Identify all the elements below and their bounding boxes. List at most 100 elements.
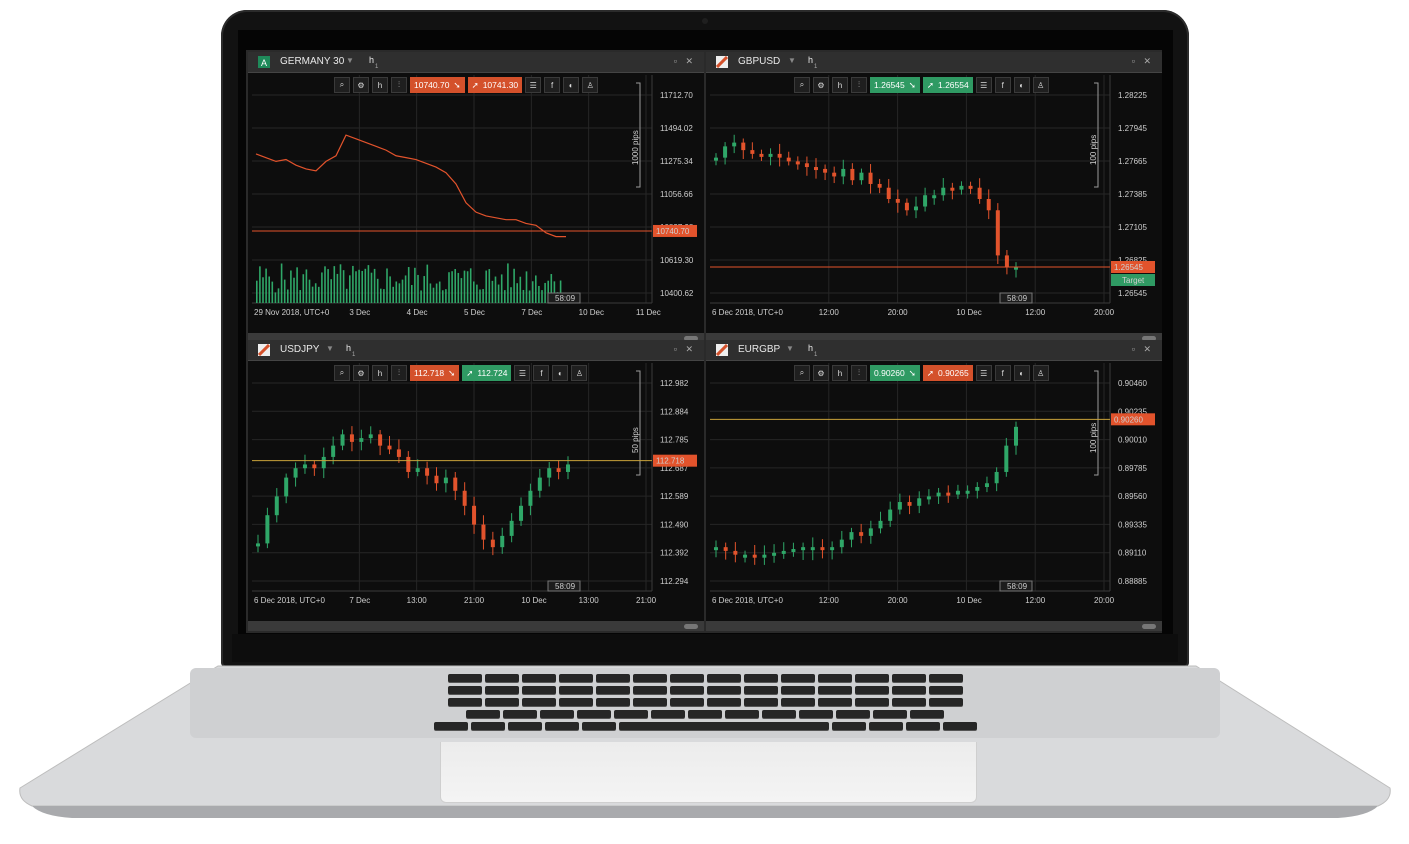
sentiment-icon[interactable]: ◐ (1013, 365, 1030, 381)
candle (566, 464, 570, 472)
key (942, 722, 977, 730)
key (581, 722, 616, 730)
volume-bar (259, 266, 261, 303)
horizontal-scrollbar[interactable] (248, 333, 704, 343)
facebook-icon[interactable]: f (533, 365, 550, 381)
settings-chart-icon[interactable]: ⚙ (813, 77, 829, 93)
candle (472, 505, 477, 525)
orders-list-icon[interactable]: ☰ (975, 365, 992, 381)
timeframe-label[interactable]: h (808, 55, 814, 65)
window-controls-icon[interactable]: ▫ ✕ (1131, 344, 1154, 354)
timeframe-label[interactable]: h (346, 343, 352, 353)
orders-list-icon[interactable]: ☰ (525, 77, 542, 93)
target-tag[interactable] (1111, 274, 1155, 286)
settings-chart-icon[interactable]: ⚙ (353, 77, 369, 93)
y-tick-label: 0.89335 (1118, 520, 1147, 529)
search-icon[interactable]: ⌕ (794, 77, 810, 93)
key (651, 710, 685, 718)
symbol-dropdown-icon[interactable]: ▼ (786, 344, 794, 353)
buy-price-button[interactable]: ➚ 10741.30 (467, 77, 523, 93)
volume-bar (432, 287, 435, 303)
trader-icon[interactable]: ♙ (1032, 77, 1049, 93)
search-icon[interactable]: ⌕ (334, 77, 350, 93)
price-chart[interactable]: 112.982 112.884 112.785 112.687 112.589 112.4… (248, 361, 704, 613)
volume-bar (296, 267, 298, 303)
buy-price-button[interactable]: ➚ 112.724 (462, 365, 512, 381)
key (595, 674, 630, 682)
symbol-name[interactable]: EURGBP (738, 344, 781, 355)
scroll-thumb[interactable] (684, 624, 698, 629)
scroll-thumb[interactable] (1142, 624, 1156, 629)
window-controls-icon[interactable]: ▫ ✕ (673, 56, 696, 66)
key (891, 674, 926, 682)
sentiment-icon[interactable]: ◐ (1013, 77, 1030, 93)
candle (886, 187, 891, 199)
timeframe-icon[interactable]: h (372, 77, 388, 93)
volume-bar (277, 288, 280, 303)
chart-type-icon[interactable]: ⫶ (391, 77, 407, 93)
candle (331, 445, 336, 457)
y-tick-label: 10400.62 (660, 289, 694, 298)
symbol-name[interactable]: GBPUSD (738, 56, 781, 67)
orders-list-icon[interactable]: ☰ (514, 365, 531, 381)
volume-bar (355, 271, 357, 303)
window-controls-icon[interactable]: ▫ ✕ (1131, 56, 1154, 66)
symbol-name[interactable]: GERMANY 30 (280, 56, 345, 67)
timeframe-icon[interactable]: h (372, 365, 388, 381)
volume-bar (352, 265, 354, 303)
facebook-icon[interactable]: f (994, 77, 1011, 93)
facebook-icon[interactable]: f (994, 365, 1011, 381)
window-controls-icon[interactable]: ▫ ✕ (673, 344, 696, 354)
facebook-icon[interactable]: f (544, 77, 561, 93)
chart-type-icon[interactable]: ⫶ (851, 77, 867, 93)
symbol-dropdown-icon[interactable]: ▼ (788, 56, 796, 65)
sentiment-icon[interactable]: ◐ (563, 77, 580, 93)
settings-chart-icon[interactable]: ⚙ (813, 365, 829, 381)
settings-chart-icon[interactable]: ⚙ (353, 365, 369, 381)
sell-price-button[interactable]: 0.90260 ➘ (870, 365, 920, 381)
candle (977, 187, 982, 199)
symbol-dropdown-icon[interactable]: ▼ (346, 56, 354, 65)
sentiment-icon[interactable]: ◐ (552, 365, 569, 381)
timeframe-icon[interactable]: h (832, 77, 848, 93)
orders-list-icon[interactable]: ☰ (975, 77, 992, 93)
horizontal-scrollbar[interactable] (248, 621, 704, 631)
sell-price-button[interactable]: 1.26545 ➘ (870, 77, 920, 93)
buy-price-button[interactable]: ➚ 0.90265 (922, 365, 973, 381)
trader-icon[interactable]: ♙ (571, 365, 588, 381)
scroll-thumb[interactable] (1142, 336, 1156, 341)
chart-type-icon[interactable]: ⫶ (391, 365, 407, 381)
timeframe-icon[interactable]: h (832, 365, 848, 381)
horizontal-scrollbar[interactable] (706, 621, 1162, 631)
search-icon[interactable]: ⌕ (794, 365, 810, 381)
current-price-tag (1111, 413, 1155, 426)
key (743, 698, 778, 706)
trader-icon[interactable]: ♙ (582, 77, 599, 93)
sell-price-button[interactable]: 112.718 ➘ (410, 365, 460, 381)
candle (907, 502, 912, 506)
horizontal-scrollbar[interactable] (706, 333, 1162, 343)
candle (723, 547, 728, 551)
timeframe-label[interactable]: h (808, 343, 814, 353)
symbol-name[interactable]: USDJPY (280, 344, 320, 355)
trader-icon[interactable]: ♙ (1032, 365, 1049, 381)
candle (443, 477, 448, 484)
search-icon[interactable]: ⌕ (334, 365, 350, 381)
candle (878, 520, 883, 529)
timeframe-label[interactable]: h (369, 55, 375, 65)
price-chart[interactable]: 0.90460 0.90235 0.90010 0.89785 0.89560 0.893… (706, 361, 1162, 613)
buy-price-button[interactable]: ➚ 1.26554 (922, 77, 973, 93)
candle (1004, 255, 1009, 267)
volume-bar (507, 263, 509, 303)
candle (936, 492, 941, 497)
symbol-dropdown-icon[interactable]: ▼ (326, 344, 334, 353)
sell-price-button[interactable]: 10740.70 ➘ (410, 77, 465, 93)
key (868, 722, 903, 730)
candle (378, 434, 383, 446)
scroll-thumb[interactable] (684, 336, 698, 341)
chart-type-icon[interactable]: ⫶ (851, 365, 867, 381)
price-chart[interactable]: 1.28225 1.27945 1.27665 1.27385 1.27105 1.268… (706, 73, 1162, 325)
price-chart[interactable]: 11712.7011494.0211275.3411056.6610837.98… (248, 73, 704, 325)
candle (823, 168, 828, 173)
trading-screen: A GERMANY 30 ▼ h 1 ▫ ✕ 11712.70 11494.02 11… (246, 50, 1162, 633)
